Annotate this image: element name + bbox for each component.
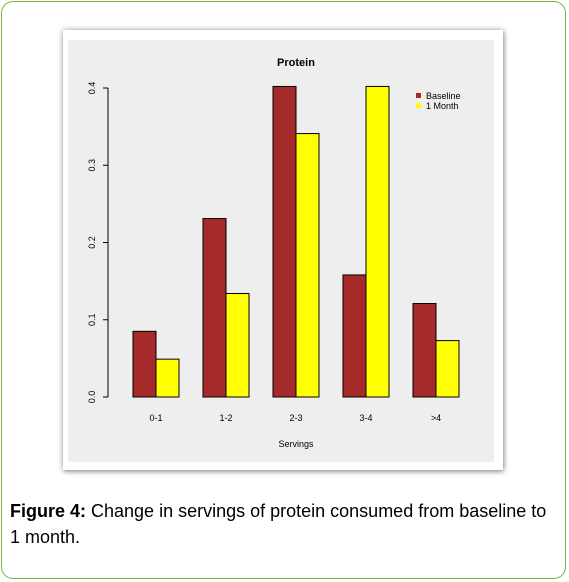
bar-baseline-1 <box>202 218 227 398</box>
bar-baseline-0 <box>132 330 157 398</box>
x-tick-label: 2-3 <box>289 413 302 423</box>
y-tick-label: 0.1 <box>87 313 97 326</box>
caption-label: Figure 4: <box>10 501 87 521</box>
bar-baseline-3 <box>342 274 367 398</box>
y-axis: 0.0 0.1 0.2 0.3 0.4 <box>87 82 109 404</box>
x-axis-label: Servings <box>278 439 314 449</box>
y-tick-label: 0.3 <box>87 159 97 172</box>
x-tick-label: 3-4 <box>359 413 372 423</box>
bar-one-month-0 <box>155 358 180 398</box>
y-tick-label: 0.2 <box>87 236 97 249</box>
legend-label: 1 Month <box>426 101 459 111</box>
x-tick-label: >4 <box>431 413 441 423</box>
bars <box>132 85 460 398</box>
bar-baseline-4 <box>412 303 437 398</box>
bar-baseline-2 <box>272 85 297 398</box>
bar-one-month-3 <box>365 85 390 398</box>
bar-one-month-4 <box>435 340 460 398</box>
x-tick-label: 1-2 <box>219 413 232 423</box>
legend-label: Baseline <box>426 91 461 101</box>
bar-chart: Protein 0.0 0.1 0.2 0.3 0.4 0-1 1-2 2-3 3-4 >4 S… <box>87 57 461 449</box>
figure-caption: Figure 4: Change in servings of protein … <box>10 498 550 550</box>
legend-swatch <box>416 103 421 108</box>
legend-swatch <box>416 93 421 98</box>
x-tick-labels: 0-1 1-2 2-3 3-4 >4 <box>149 413 441 423</box>
caption-text: Change in servings of protein consumed f… <box>10 501 547 547</box>
x-tick-label: 0-1 <box>149 413 162 423</box>
figure-image: Protein 0.0 0.1 0.2 0.3 0.4 0-1 1-2 2-3 3-4 >4 S… <box>63 30 503 470</box>
bar-one-month-2 <box>295 133 320 398</box>
y-tick-label: 0.4 <box>87 82 97 95</box>
chart-title: Protein <box>277 57 315 69</box>
y-tick-label: 0.0 <box>87 391 97 404</box>
bar-one-month-1 <box>225 292 250 398</box>
